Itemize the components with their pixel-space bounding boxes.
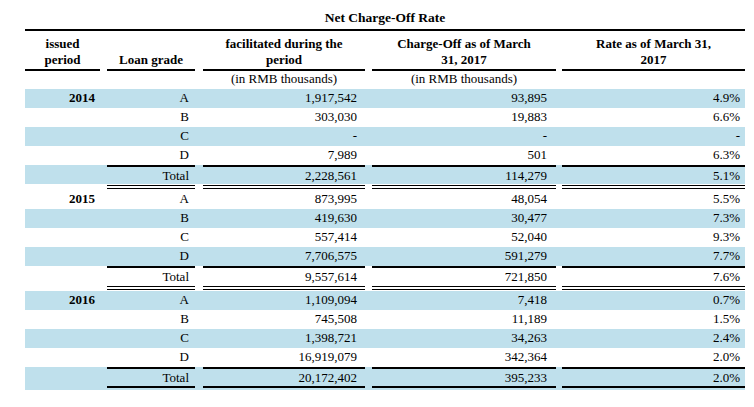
chargeoff-cell: - <box>372 127 556 146</box>
grade-cell: C <box>107 228 195 247</box>
chargeoff-cell: 501 <box>372 146 556 165</box>
total-row: Total 2,228,561 114,279 5.1% <box>25 165 745 184</box>
rate-cell: 5.5% <box>562 190 745 209</box>
header-row-2: period Loan grade period 31, 2017 2017 <box>25 52 745 71</box>
chargeoff-cell: 721,850 <box>372 266 556 285</box>
grade-cell: A <box>107 190 195 209</box>
total-label: Total <box>107 266 195 285</box>
facilitated-cell: 7,989 <box>203 146 365 165</box>
total-row: Total 9,557,614 721,850 7.6% <box>25 266 745 285</box>
grade-cell: A <box>107 291 195 310</box>
grade-cell: C <box>107 127 195 146</box>
grade-cell: B <box>107 310 195 329</box>
year-cell: 2015 <box>25 190 100 209</box>
total-row: Total 20,172,402 395,233 2.0% <box>25 367 745 390</box>
header-issued-line1: issued <box>25 36 100 52</box>
facilitated-cell: 557,414 <box>203 228 365 247</box>
grade-cell: D <box>107 146 195 165</box>
facilitated-cell: 20,172,402 <box>203 367 365 388</box>
total-label: Total <box>107 367 195 388</box>
table-title: Net Charge-Off Rate <box>25 10 745 31</box>
chargeoff-cell: 342,364 <box>372 348 556 367</box>
rate-cell: 6.6% <box>562 108 745 127</box>
rate-cell: 2.4% <box>562 329 745 348</box>
facilitated-cell: 2,228,561 <box>203 165 365 184</box>
facilitated-cell: 16,919,079 <box>203 348 365 367</box>
units-facilitated: (in RMB thousands) <box>203 71 365 87</box>
header-spacer <box>107 36 195 52</box>
total-label: Total <box>107 165 195 184</box>
year-cell: 2014 <box>25 89 100 108</box>
chargeoff-cell: 395,233 <box>372 367 556 388</box>
chargeoff-cell: 48,054 <box>372 190 556 209</box>
table-row: B 303,030 19,883 6.6% <box>25 108 745 127</box>
units-row: (in RMB thousands) (in RMB thousands) <box>25 71 745 87</box>
rate-cell: 5.1% <box>562 165 745 184</box>
rate-cell: 7.6% <box>562 266 745 285</box>
rate-cell: 4.9% <box>562 89 745 108</box>
table-row: D 16,919,079 342,364 2.0% <box>25 348 745 367</box>
header-chargeoff-line2: 31, 2017 <box>372 52 556 71</box>
grade-cell: D <box>107 247 195 266</box>
grade-cell: C <box>107 329 195 348</box>
rate-cell: 0.7% <box>562 291 745 310</box>
rate-cell: - <box>562 127 745 146</box>
chargeoff-cell: 19,883 <box>372 108 556 127</box>
rate-cell: 9.3% <box>562 228 745 247</box>
rate-cell: 2.0% <box>562 367 745 388</box>
facilitated-cell: 873,995 <box>203 190 365 209</box>
facilitated-cell: - <box>203 127 365 146</box>
year-cell: 2016 <box>25 291 100 310</box>
facilitated-cell: 1,917,542 <box>203 89 365 108</box>
header-facilitated-line1: facilitated during the <box>203 36 365 52</box>
table-row: B 419,630 30,477 7.3% <box>25 209 745 228</box>
rate-cell: 1.5% <box>562 310 745 329</box>
chargeoff-cell: 34,263 <box>372 329 556 348</box>
table-row: 2014 A 1,917,542 93,895 4.9% <box>25 89 745 108</box>
chargeoff-cell: 7,418 <box>372 291 556 310</box>
facilitated-cell: 1,109,094 <box>203 291 365 310</box>
rate-cell: 2.0% <box>562 348 745 367</box>
grade-cell: B <box>107 209 195 228</box>
grade-cell: D <box>107 348 195 367</box>
table-row: C 1,398,721 34,263 2.4% <box>25 329 745 348</box>
facilitated-cell: 303,030 <box>203 108 365 127</box>
chargeoff-cell: 11,189 <box>372 310 556 329</box>
rate-cell: 7.7% <box>562 247 745 266</box>
facilitated-cell: 9,557,614 <box>203 266 365 285</box>
grade-cell: A <box>107 89 195 108</box>
chargeoff-cell: 114,279 <box>372 165 556 184</box>
grade-cell: B <box>107 108 195 127</box>
chargeoff-cell: 93,895 <box>372 89 556 108</box>
header-facilitated-line2: period <box>203 52 365 71</box>
table-row: D 7,989 501 6.3% <box>25 146 745 165</box>
table-row: C 557,414 52,040 9.3% <box>25 228 745 247</box>
units-chargeoff: (in RMB thousands) <box>372 71 556 87</box>
table-row: 2015 A 873,995 48,054 5.5% <box>25 190 745 209</box>
facilitated-cell: 7,706,575 <box>203 247 365 266</box>
header-loan-grade: Loan grade <box>107 52 195 71</box>
chargeoff-cell: 30,477 <box>372 209 556 228</box>
header-rate-line1: Rate as of March 31, <box>562 36 745 52</box>
facilitated-cell: 419,630 <box>203 209 365 228</box>
header-row-1: issued facilitated during the Charge-Off… <box>25 31 745 52</box>
facilitated-cell: 745,508 <box>203 310 365 329</box>
net-charge-off-table: Net Charge-Off Rate issued facilitated d… <box>25 10 745 390</box>
table-row: D 7,706,575 591,279 7.7% <box>25 247 745 266</box>
header-rate-line2: 2017 <box>562 52 745 71</box>
rate-cell: 7.3% <box>562 209 745 228</box>
header-chargeoff-line1: Charge-Off as of March <box>372 36 556 52</box>
table-row: 2016 A 1,109,094 7,418 0.7% <box>25 291 745 310</box>
header-issued-line2: period <box>25 52 100 71</box>
rate-cell: 6.3% <box>562 146 745 165</box>
chargeoff-cell: 591,279 <box>372 247 556 266</box>
chargeoff-cell: 52,040 <box>372 228 556 247</box>
facilitated-cell: 1,398,721 <box>203 329 365 348</box>
table-row: B 745,508 11,189 1.5% <box>25 310 745 329</box>
table-row: C - - - <box>25 127 745 146</box>
